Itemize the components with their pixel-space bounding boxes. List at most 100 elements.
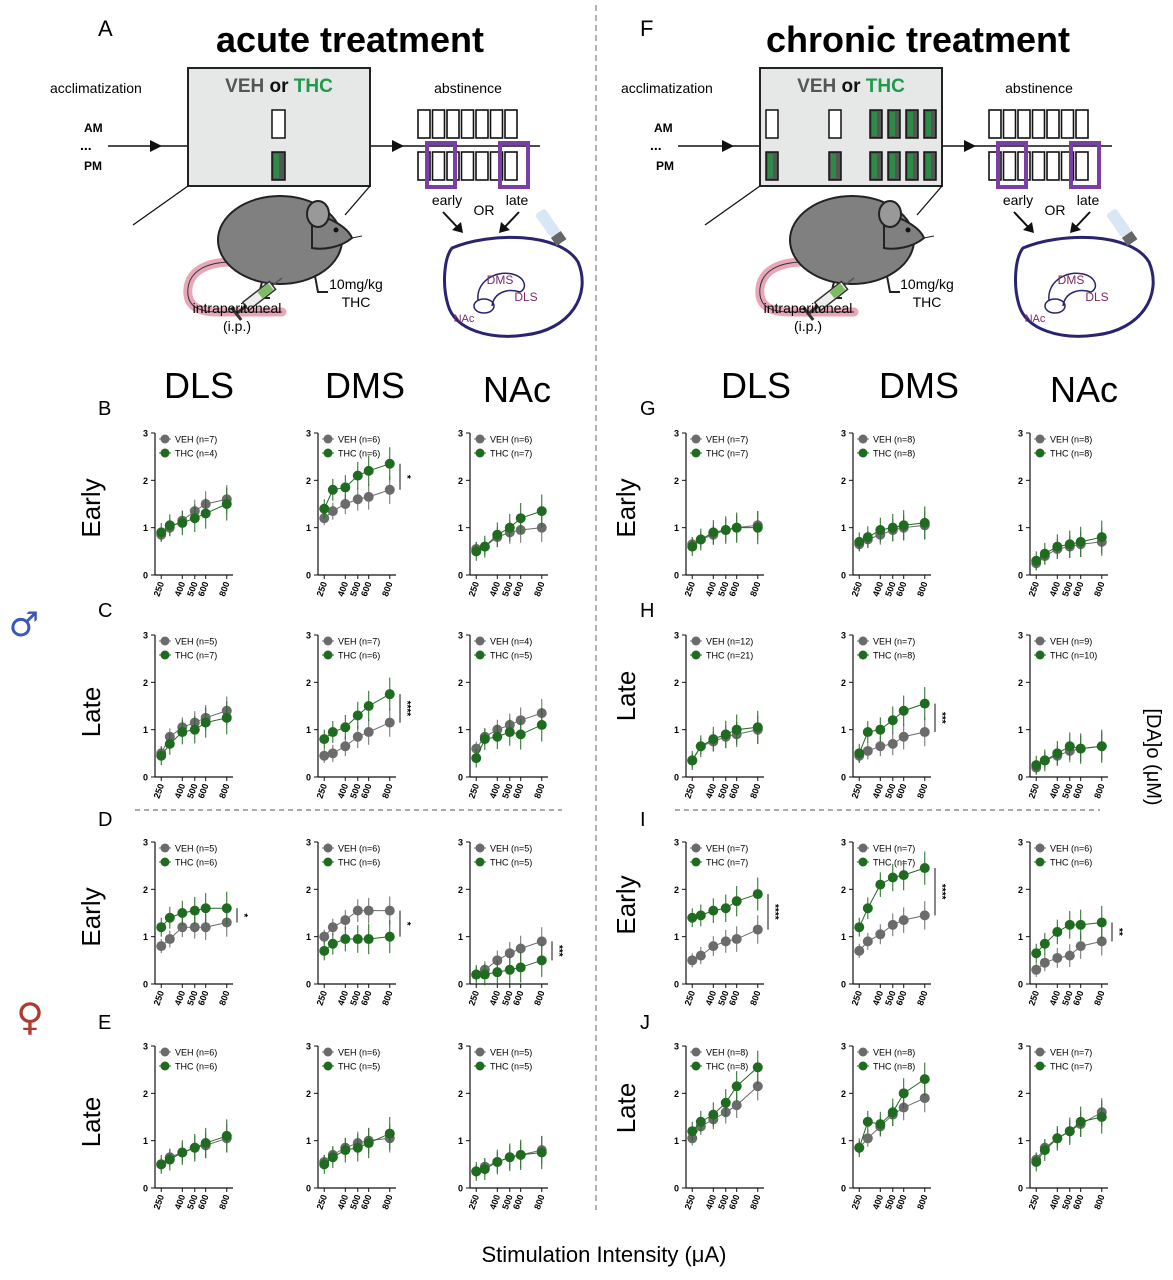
significance-label: **: [1113, 928, 1124, 936]
data-point: [156, 527, 167, 538]
y-tick-label: 2: [841, 885, 846, 895]
x-tick-label: 500: [1060, 580, 1075, 598]
x-tick-label: 800: [532, 1193, 547, 1211]
data-point: [327, 727, 338, 738]
y-tick-label: 2: [1018, 678, 1023, 688]
x-tick-label: 600: [727, 1193, 742, 1211]
legend-label: THC (n=7): [175, 651, 217, 661]
abstinence-day-box: [1075, 109, 1089, 139]
chronic-nac-label: NAc: [1025, 313, 1046, 325]
abstinence-day-box: [1046, 151, 1060, 181]
x-tick-label: 250: [152, 580, 167, 598]
data-point: [887, 1107, 898, 1118]
chronic-abstinence-label: abstinence: [1005, 80, 1073, 96]
y-tick-label: 1: [841, 932, 846, 942]
legend-label: VEH (n=12): [706, 637, 753, 647]
x-tick-label: 500: [185, 1193, 200, 1211]
y-tick-label: 0: [674, 571, 679, 581]
data-point: [720, 936, 731, 947]
y-tick-label: 1: [143, 523, 148, 533]
x-tick-label: 500: [185, 580, 200, 598]
x-tick-label: 500: [185, 989, 200, 1007]
legend-label: VEH (n=6): [338, 435, 380, 445]
acute-nac-label: NAc: [454, 313, 475, 325]
x-tick-label: 400: [488, 580, 503, 598]
x-tick-label: 800: [915, 1193, 930, 1211]
legend-label: VEH (n=6): [490, 435, 532, 445]
y-tick-label: 2: [143, 885, 148, 895]
data-point: [854, 748, 865, 759]
x-tick-label: 800: [915, 580, 930, 598]
acute-arrowhead-1: [150, 140, 162, 152]
y-tick-label: 3: [841, 631, 846, 641]
legend-label: THC (n=6): [338, 858, 380, 868]
data-point: [384, 931, 395, 942]
data-point: [862, 1133, 873, 1144]
y-tick-label: 0: [458, 1184, 463, 1194]
chronic-arrowhead-2: [964, 140, 976, 152]
y-tick-label: 0: [841, 773, 846, 783]
injection-box: [765, 109, 779, 139]
acute-pm-thc-fill: [274, 154, 279, 178]
y-tick-label: 3: [1018, 838, 1023, 848]
y-tick-label: 3: [143, 631, 148, 641]
chronic-zoom-line-left: [704, 185, 761, 226]
y-tick-label: 0: [841, 980, 846, 990]
legend-label: THC (n=6): [338, 449, 380, 459]
y-tick-label: 2: [841, 678, 846, 688]
legend-swatch-marker: [1035, 1061, 1045, 1071]
x-tick-label: 400: [1048, 580, 1063, 598]
legend-label: THC (n=8): [1050, 449, 1092, 459]
injection-thc-fill: [926, 112, 931, 136]
chronic-am-label: AM: [654, 121, 673, 135]
y-tick-label: 2: [458, 1089, 463, 1099]
legend-label: VEH (n=7): [338, 637, 380, 647]
y-tick-label: 2: [841, 1089, 846, 1099]
acute-early-arrowhead: [452, 222, 463, 233]
y-tick-label: 2: [458, 476, 463, 486]
x-tick-label: 600: [727, 782, 742, 800]
x-tick-label: 400: [336, 782, 351, 800]
abstinence-day-box: [489, 109, 504, 139]
x-tick-label: 250: [1027, 580, 1042, 598]
abstinence-day-box: [1031, 151, 1046, 181]
data-point: [731, 1100, 742, 1111]
acute-striatum-outline: [477, 272, 526, 307]
data-point: [1031, 948, 1042, 959]
data-point: [536, 719, 547, 730]
data-point: [156, 941, 167, 952]
data-point: [1052, 926, 1063, 937]
data-point: [720, 903, 731, 914]
data-point: [515, 962, 526, 973]
legend-label: VEH (n=6): [338, 844, 380, 854]
x-tick-label: 600: [511, 782, 526, 800]
legend-label: VEH (n=9): [1050, 637, 1092, 647]
data-point: [200, 922, 211, 933]
x-tick-label: 250: [683, 1193, 698, 1211]
injection-thc-fill: [831, 154, 836, 178]
legend-swatch-marker: [160, 650, 170, 660]
data-point: [189, 905, 200, 916]
data-point: [327, 938, 338, 949]
data-point: [887, 715, 898, 726]
acute-am-label: AM: [84, 121, 103, 135]
legend-label: THC (n=6): [338, 651, 380, 661]
y-tick-label: 2: [674, 1089, 679, 1099]
acute-box-label: VEH or THC: [225, 76, 333, 97]
data-point: [363, 465, 374, 476]
x-tick-label: 400: [488, 1193, 503, 1211]
data-point: [221, 499, 232, 509]
y-tick-label: 1: [306, 725, 311, 735]
data-point: [363, 727, 374, 738]
data-point: [695, 534, 706, 545]
male-symbol: ♂: [9, 605, 39, 645]
x-tick-label: 250: [467, 1193, 482, 1211]
data-point: [221, 712, 232, 723]
legend-swatch-marker: [475, 636, 485, 646]
legend-label: VEH (n=7): [175, 435, 217, 445]
